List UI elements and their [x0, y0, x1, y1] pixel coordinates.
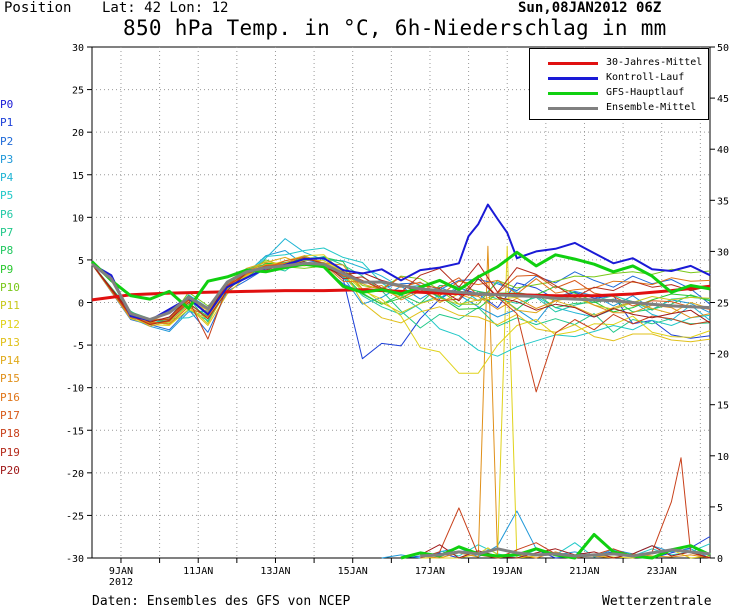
legend-label: Kontroll-Lauf: [606, 72, 685, 83]
series-line-30-jahres-mittel: [91, 284, 711, 302]
member-line-p16: [91, 262, 711, 325]
y-tick-label-left: -20: [66, 469, 84, 480]
y-tick-label-left: 5: [78, 256, 84, 267]
y-tick-label-left: 0: [78, 299, 84, 310]
member-label-p18: P18: [0, 427, 20, 441]
axes: -30 -25 -20 -15 -10 -5 0 5 10 15 20 25 30 0 5 10 15 20 25 3…: [66, 43, 729, 588]
member-line-p6: [91, 256, 711, 326]
legend: 30-Jahres-Mittel Kontroll-Lauf GFS-Hauptla…: [529, 48, 709, 120]
legend-item: Kontroll-Lauf: [530, 70, 708, 86]
brand: Wetterzentrale: [602, 594, 712, 609]
x-tick-label: 13JAN: [260, 566, 290, 577]
member-line-p13: [91, 259, 711, 343]
member-label-p20: P20: [0, 463, 20, 477]
highlighted-series: [90, 203, 711, 322]
x-tick-sublabel: 2012: [109, 577, 133, 588]
chart-title: 850 hPa Temp. in °C, 6h-Niederschlag in …: [123, 16, 667, 40]
member-label-p16: P16: [0, 390, 20, 404]
y-tick-label-right: 15: [717, 401, 729, 412]
y-tick-label-right: 50: [717, 43, 729, 54]
y-tick-label-right: 30: [717, 247, 729, 258]
member-line-p15: [91, 255, 711, 320]
member-label-p14: P14: [0, 354, 20, 368]
member-label-p12: P12: [0, 317, 20, 331]
x-tick-label: 15JAN: [338, 566, 368, 577]
member-label-p19: P19: [0, 445, 20, 459]
y-tick-label-right: 35: [717, 196, 729, 207]
member-label-p2: P2: [0, 134, 14, 148]
member-label-p7: P7: [0, 226, 14, 240]
precip-line-ensemble-mittel: [420, 547, 711, 558]
legend-swatch: [548, 92, 598, 95]
x-tick-label: 11JAN: [183, 566, 213, 577]
member-label-p5: P5: [0, 189, 14, 203]
legend-item: 30-Jahres-Mittel: [530, 55, 708, 71]
y-tick-label-left: 30: [72, 43, 84, 54]
member-label-p3: P3: [0, 152, 14, 166]
y-tick-label-left: -5: [72, 341, 84, 352]
series-line-kontroll-lauf: [91, 203, 711, 322]
y-tick-label-right: 45: [717, 94, 729, 105]
y-tick-label-left: 10: [72, 213, 84, 224]
legend-item: GFS-Hauptlauf: [530, 85, 708, 101]
data-source: Daten: Ensembles des GFS von NCEP: [92, 594, 351, 609]
y-tick-label-left: 20: [72, 128, 84, 139]
run-time: Sun,08JAN2012 06Z: [518, 0, 662, 16]
member-label-p0: P0: [0, 98, 14, 111]
y-tick-label-left: 15: [72, 171, 84, 182]
x-tick-label: 9JAN: [109, 566, 133, 577]
legend-swatch: [548, 107, 598, 110]
member-label-p9: P9: [0, 262, 14, 276]
legend-label: GFS-Hauptlauf: [606, 87, 685, 98]
legend-swatch: [548, 77, 598, 80]
y-tick-label-right: 40: [717, 145, 729, 156]
member-label-p17: P17: [0, 409, 20, 423]
y-tick-label-left: -10: [66, 384, 84, 395]
x-tick-label: 23JAN: [647, 566, 677, 577]
coordinates: Lat: 42 Lon: 12: [102, 0, 229, 16]
member-label-p11: P11: [0, 299, 20, 313]
x-tick-label: 21JAN: [569, 566, 599, 577]
y-tick-label-right: 5: [717, 503, 723, 514]
legend-label: 30-Jahres-Mittel: [606, 57, 703, 68]
member-label-p6: P6: [0, 207, 14, 221]
y-tick-label-right: 25: [717, 299, 729, 310]
y-tick-label-right: 20: [717, 350, 729, 361]
member-label-p15: P15: [0, 372, 20, 386]
y-tick-label-left: -25: [66, 511, 84, 522]
y-tick-label-left: -30: [66, 554, 84, 565]
y-tick-label-left: -15: [66, 426, 84, 437]
member-label-p8: P8: [0, 244, 14, 258]
member-list: P0 P1 P2 P3 P4 P5 P6 P7 P8 P9 P10 P11 P12 P13 P14 P15 P1…: [0, 96, 40, 480]
y-tick-label-left: 25: [72, 86, 84, 97]
y-tick-label-right: 0: [717, 554, 723, 565]
series-line-ensemble-mittel: [91, 261, 711, 321]
legend-label: Ensemble-Mittel: [606, 102, 697, 113]
legend-swatch: [548, 62, 598, 65]
y-tick-label-right: 10: [717, 452, 729, 463]
member-label-p4: P4: [0, 171, 14, 185]
x-tick-label: 19JAN: [492, 566, 522, 577]
member-line-p19: [91, 257, 711, 326]
x-tick-label: 17JAN: [415, 566, 445, 577]
legend-item: Ensemble-Mittel: [530, 100, 708, 116]
precipitation-series: [381, 245, 711, 560]
member-label-p10: P10: [0, 280, 20, 294]
member-label-p1: P1: [0, 116, 14, 130]
position-label: Position: [4, 0, 72, 16]
member-label-p13: P13: [0, 335, 20, 349]
